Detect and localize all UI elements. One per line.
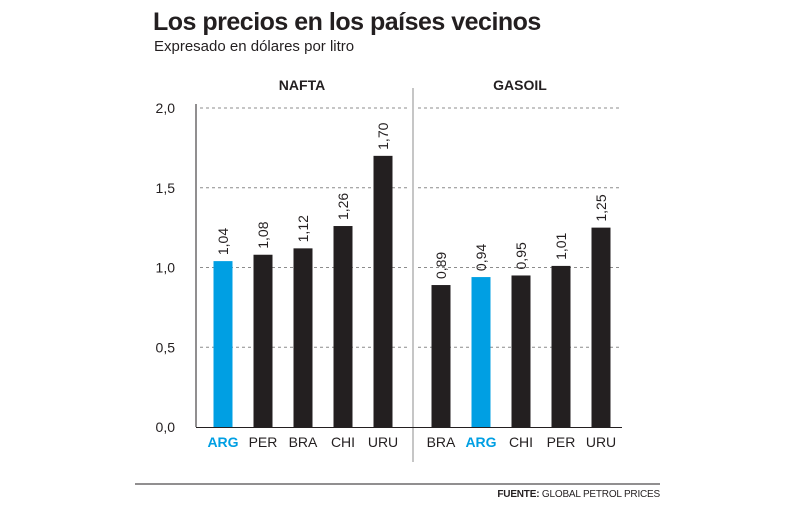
chart-title: Los precios en los países vecinos <box>153 8 541 36</box>
y-tick-label: 1,5 <box>156 180 176 196</box>
value-label: 0,94 <box>473 244 489 271</box>
value-label: 0,89 <box>433 252 449 279</box>
category-label: PER <box>547 434 576 450</box>
category-label: ARG <box>207 434 238 450</box>
value-label: 1,04 <box>215 228 231 255</box>
source-text: GLOBAL PETROL PRICES <box>541 489 660 500</box>
chart-subtitle: Expresado en dólares por litro <box>154 38 355 55</box>
value-label: 1,01 <box>553 232 569 259</box>
category-label: URU <box>586 434 616 450</box>
panel-title: NAFTA <box>279 77 325 93</box>
category-label: CHI <box>509 434 533 450</box>
category-label: BRA <box>289 434 318 450</box>
bar <box>373 155 393 427</box>
y-tick-label: 1,0 <box>156 260 176 276</box>
axes <box>135 88 660 485</box>
value-label: 1,12 <box>295 215 311 242</box>
bar <box>471 277 491 427</box>
y-tick-label: 0,5 <box>156 339 176 355</box>
bar <box>551 265 571 427</box>
value-label: 1,70 <box>375 122 391 149</box>
source-label: FUENTE: <box>497 489 540 500</box>
bar <box>511 275 531 427</box>
bar <box>591 227 611 427</box>
bars <box>213 155 611 427</box>
value-label: 0,95 <box>513 242 529 269</box>
category-label: BRA <box>427 434 456 450</box>
bar <box>293 248 313 427</box>
y-tick-label: 0,0 <box>156 419 176 435</box>
panel-title: GASOIL <box>493 77 547 93</box>
bar <box>253 254 273 427</box>
value-label: 1,26 <box>335 193 351 220</box>
bar <box>333 226 353 427</box>
source-note: FUENTE: GLOBAL PETROL PRICES <box>497 489 660 500</box>
bar <box>213 261 233 427</box>
bar <box>431 285 451 427</box>
labels: 0,0 0,5 1,0 1,5 2,0 NAFTA ARG 1,04 PER 1,08 BRA 1,1… <box>156 77 617 450</box>
category-label: ARG <box>465 434 496 450</box>
y-tick-label: 2,0 <box>156 100 176 116</box>
category-label: CHI <box>331 434 355 450</box>
category-label: URU <box>368 434 398 450</box>
value-label: 1,25 <box>593 194 609 221</box>
value-label: 1,08 <box>255 221 271 248</box>
category-label: PER <box>249 434 278 450</box>
